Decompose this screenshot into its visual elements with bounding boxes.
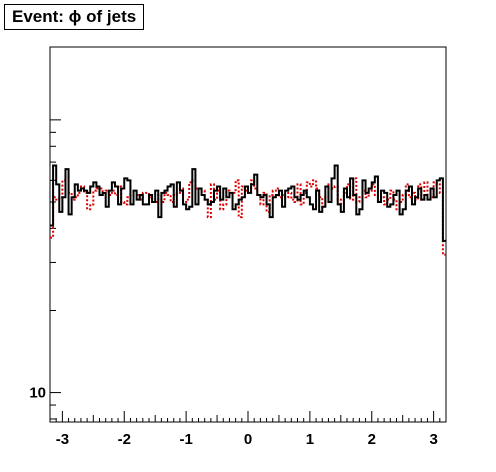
y-tick-label: 10 [29, 385, 46, 402]
y-axis-ticks: 10 [29, 119, 61, 420]
x-tick-label: 3 [429, 431, 437, 448]
x-tick-label: -3 [56, 431, 69, 448]
series-layer [50, 164, 446, 256]
chart-title: Event: ϕ of jets [4, 4, 145, 30]
x-tick-label: 0 [244, 431, 252, 448]
x-tick-label: -2 [118, 431, 131, 448]
x-tick-label: -1 [179, 431, 192, 448]
x-tick-label: 2 [368, 431, 376, 448]
x-tick-label: 1 [306, 431, 314, 448]
x-axis-ticks: -3 -2 -1 0 1 2 3 [49, 411, 447, 448]
histogram-series-0 [50, 164, 446, 242]
plot-frame [49, 46, 447, 423]
